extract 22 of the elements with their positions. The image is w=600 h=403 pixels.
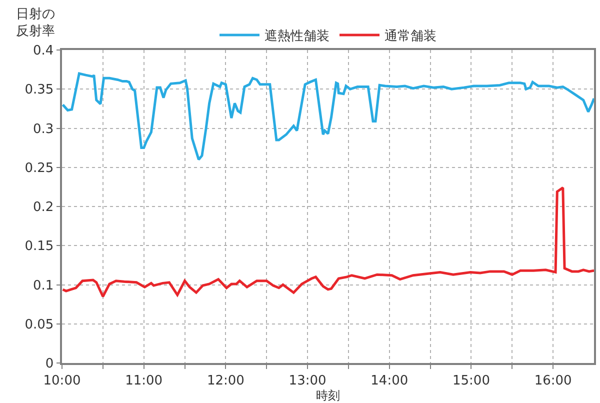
y-tick-label: 0.35 (24, 82, 54, 98)
x-tick-label: 10:00 (43, 373, 81, 388)
x-tick-label: 11:00 (125, 373, 163, 388)
y-axis-title: 日射の反射率 (16, 7, 55, 39)
line-series (62, 72, 594, 161)
y-tick-label: 0.3 (32, 122, 54, 137)
y-tick-label: 0.05 (24, 317, 54, 332)
legend-label: 遮熱性舗装 (264, 29, 330, 44)
y-tick-label: 0.2 (32, 200, 54, 216)
x-tick-label: 15:00 (452, 373, 490, 388)
y-tick-label: 0.15 (24, 239, 54, 254)
y-tick-label: 0 (45, 356, 54, 372)
line-series (62, 186, 594, 298)
x-tick-label: 14:00 (370, 373, 408, 388)
legend-label: 通常舗装 (384, 29, 436, 44)
x-tick-label: 16:00 (534, 373, 572, 388)
y-tick-label: 0.1 (32, 278, 54, 294)
y-tick-label: 0.25 (24, 160, 54, 176)
y-tick-label: 0.4 (32, 44, 54, 59)
x-axis-title: 時刻 (316, 388, 340, 402)
x-tick-label: 13:00 (288, 373, 326, 388)
x-tick-label: 12:00 (206, 373, 244, 388)
